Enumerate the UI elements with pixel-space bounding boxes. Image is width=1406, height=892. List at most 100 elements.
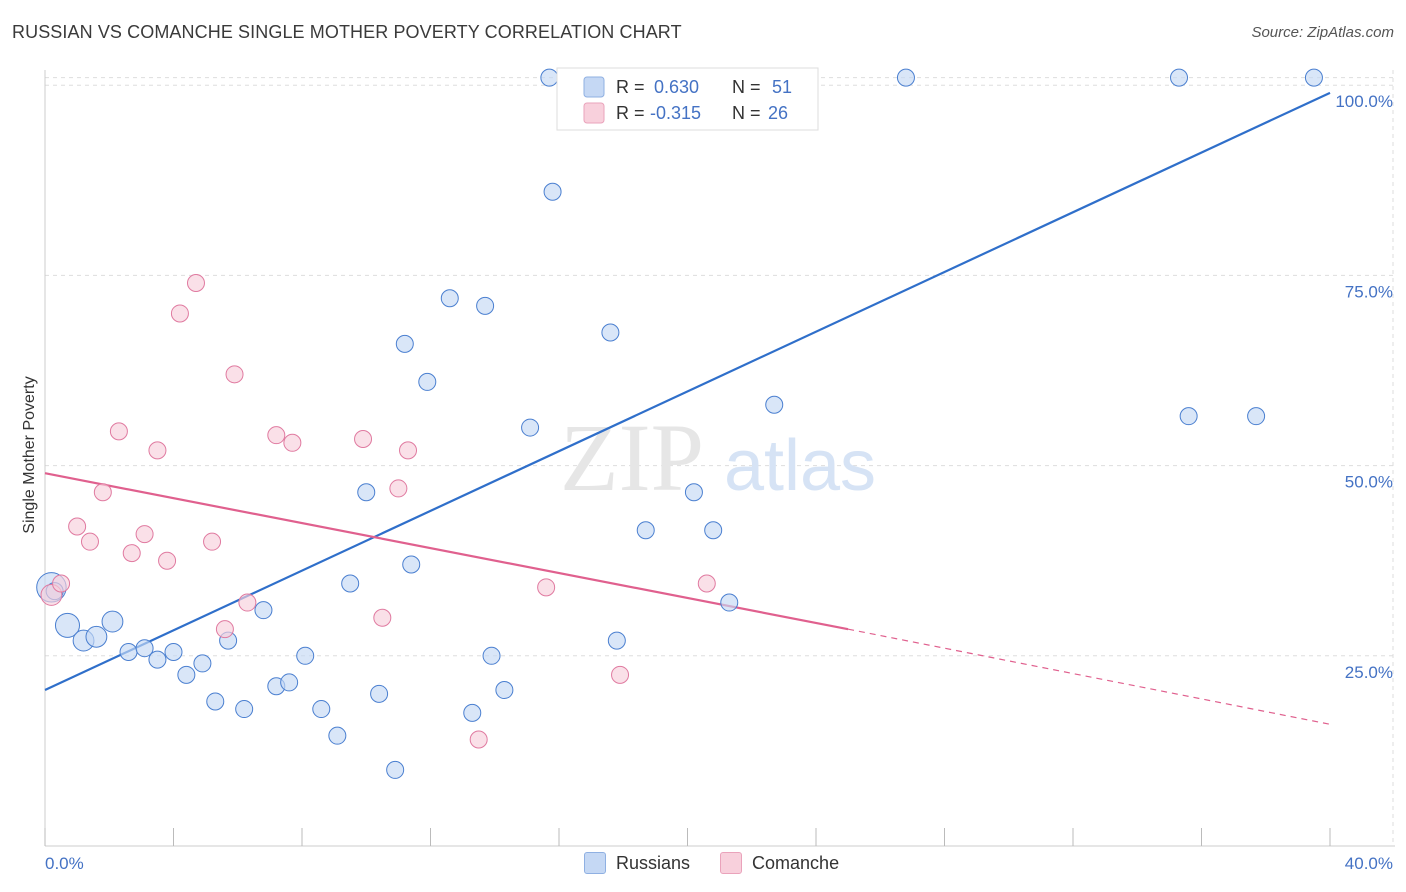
point-comanche <box>52 574 71 593</box>
trendline-comanche <box>44 472 849 631</box>
point-russians <box>636 521 655 540</box>
point-russians <box>440 289 459 308</box>
point-russians <box>704 521 723 540</box>
point-russians <box>1179 407 1198 426</box>
point-comanche <box>469 730 488 749</box>
point-russians <box>341 574 360 593</box>
point-russians <box>370 684 389 703</box>
point-russians <box>357 483 376 502</box>
y-tick-label: 100.0% <box>1335 92 1393 111</box>
point-russians <box>1170 68 1189 87</box>
axes-layer: 25.0% 50.0% 75.0% 100.0% 0.0% 40.0% <box>44 70 1395 873</box>
point-comanche <box>225 365 244 384</box>
point-russians <box>148 650 167 669</box>
point-russians <box>482 646 501 665</box>
point-comanche <box>389 479 408 498</box>
point-russians <box>896 68 915 87</box>
point-comanche <box>537 578 556 597</box>
legend-swatch-comanche <box>583 102 605 124</box>
legend-bottom: Russians Comanche <box>584 852 859 874</box>
point-russians <box>476 296 495 315</box>
point-russians <box>119 643 138 661</box>
y-tick-label: 50.0% <box>1345 473 1393 492</box>
point-comanche <box>267 426 286 445</box>
point-comanche <box>93 483 112 502</box>
trendline-comanche-extension <box>848 628 1331 725</box>
point-comanche <box>354 429 373 448</box>
point-russians <box>720 593 739 612</box>
y-tick-label: 75.0% <box>1345 282 1393 301</box>
legend-item-comanche: Comanche <box>720 852 839 874</box>
point-russians <box>164 643 183 661</box>
legend-top: R = 0.630 N = 51 R = -0.315 N = 26 <box>556 67 819 131</box>
legend-n-label-1: N = <box>732 77 761 97</box>
point-russians <box>601 323 620 342</box>
x-tick-label: 0.0% <box>45 854 84 873</box>
point-russians <box>684 483 703 502</box>
legend-n-value-2: 26 <box>768 103 788 123</box>
point-russians <box>463 703 482 722</box>
legend-label-russians: Russians <box>616 852 691 873</box>
legend-swatch-russians-bottom <box>584 852 606 874</box>
legend-n-value-1: 51 <box>772 77 792 97</box>
point-comanche <box>611 665 630 684</box>
point-russians <box>193 654 212 673</box>
point-comanche <box>373 608 392 627</box>
point-russians <box>54 612 81 638</box>
point-russians <box>328 726 347 745</box>
point-comanche <box>697 574 716 593</box>
point-russians <box>135 639 154 658</box>
source-label: Source: ZipAtlas.com <box>1251 24 1394 41</box>
point-comanche <box>135 525 154 544</box>
legend-r-label-1: R = <box>616 77 645 97</box>
point-russians <box>521 418 540 437</box>
legend-swatch-comanche-bottom <box>720 852 743 874</box>
legend-n-label-2: N = <box>732 103 761 123</box>
point-comanche <box>122 544 141 563</box>
point-comanche <box>399 441 418 460</box>
point-russians <box>418 372 437 391</box>
point-comanche <box>186 274 205 293</box>
point-russians <box>495 681 514 700</box>
y-tick-label: 25.0% <box>1345 663 1393 682</box>
trendline-layer <box>44 91 1331 725</box>
chart-title: RUSSIAN VS COMANCHE SINGLE MOTHER POVERT… <box>12 22 682 42</box>
point-russians <box>206 692 225 711</box>
point-comanche <box>148 441 167 460</box>
legend-label-comanche: Comanche <box>752 852 840 873</box>
point-comanche <box>283 433 302 452</box>
x-tick-label: 40.0% <box>1345 854 1393 873</box>
point-russians <box>402 555 421 574</box>
watermark: ZIP atlas <box>560 404 876 511</box>
legend-r-label-2: R = <box>616 103 645 123</box>
grid-layer <box>45 70 1395 846</box>
point-russians <box>765 395 784 414</box>
point-russians <box>1247 407 1266 426</box>
point-russians <box>280 673 299 692</box>
point-russians <box>607 631 626 650</box>
point-russians <box>235 700 254 719</box>
legend-r-value-1: 0.630 <box>654 77 699 97</box>
point-russians <box>395 334 414 353</box>
point-russians <box>296 646 315 665</box>
point-comanche <box>238 593 257 612</box>
y-axis-label: Single Mother Poverty <box>21 376 38 533</box>
point-comanche <box>68 517 87 536</box>
watermark-zip: ZIP <box>560 404 704 511</box>
point-comanche <box>215 620 234 639</box>
legend-swatch-russians <box>583 76 605 98</box>
point-russians <box>85 625 108 648</box>
point-russians <box>177 665 196 684</box>
watermark-atlas: atlas <box>724 426 876 506</box>
point-russians <box>254 601 273 620</box>
point-russians <box>1304 68 1323 87</box>
point-comanche <box>80 532 99 551</box>
point-russians <box>312 700 331 719</box>
point-comanche <box>170 304 189 323</box>
point-russians <box>543 182 562 201</box>
point-comanche <box>158 551 177 570</box>
point-russians <box>386 760 405 779</box>
trendline-russians <box>44 91 1331 692</box>
point-comanche <box>203 532 222 551</box>
